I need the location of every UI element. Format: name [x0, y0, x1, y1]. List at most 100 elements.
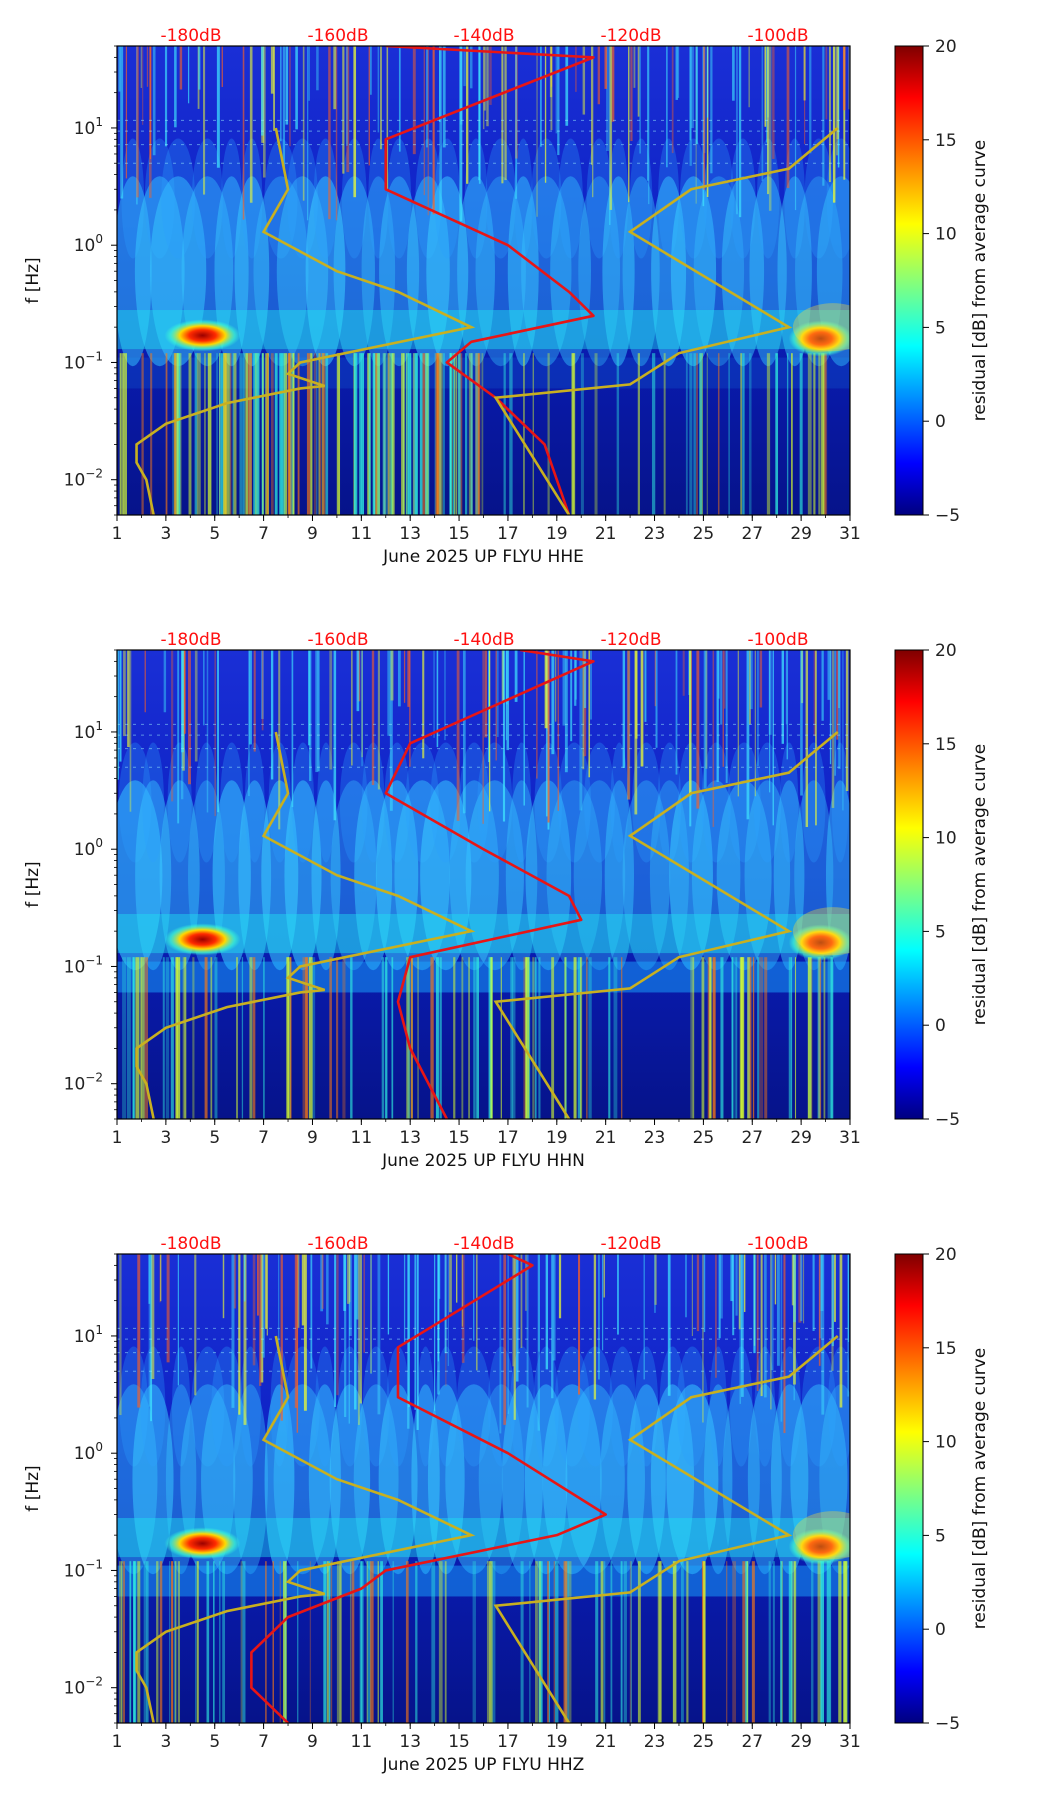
lf-streak	[405, 1561, 409, 1723]
lf-streak	[265, 1561, 267, 1723]
hf-streak	[387, 650, 391, 736]
lf-streak	[594, 353, 598, 515]
lf-streak	[742, 1561, 746, 1723]
lf-streak	[281, 353, 286, 515]
lf-streak	[188, 353, 192, 515]
average-psd-curve	[384, 46, 595, 515]
hf-streak	[748, 650, 751, 725]
lf-streak	[204, 353, 206, 515]
hf-streak	[689, 46, 692, 141]
hf-streak	[583, 650, 587, 708]
lf-streak	[174, 1561, 177, 1723]
hf-streak	[233, 1254, 236, 1309]
lf-streak	[786, 353, 789, 515]
lf-streak	[752, 957, 755, 1119]
lf-streak	[290, 353, 294, 515]
lf-streak	[775, 353, 779, 515]
lf-streak	[360, 1561, 364, 1723]
lf-streak	[143, 1561, 147, 1723]
hf-streak	[422, 650, 425, 759]
hf-streak	[166, 1254, 170, 1363]
hf-streak	[243, 1254, 246, 1302]
hf-streak	[536, 650, 538, 779]
hf-streak	[815, 650, 817, 826]
hf-streak	[359, 1254, 362, 1404]
hf-streak	[317, 650, 320, 772]
lf-streak	[192, 957, 195, 1119]
hf-streak	[369, 46, 372, 95]
hf-streak	[749, 650, 753, 710]
lf-streak	[376, 353, 380, 515]
hf-streak	[590, 650, 592, 720]
hf-streak	[423, 46, 425, 196]
daily-noise-band	[368, 138, 389, 259]
hf-streak	[129, 650, 132, 812]
hf-streak	[647, 46, 649, 181]
hf-streak	[809, 46, 812, 154]
hf-streak	[780, 1254, 783, 1422]
hf-streak	[144, 650, 146, 713]
lf-streak	[818, 353, 820, 515]
lf-streak	[794, 957, 797, 1119]
daily-noise-band	[165, 1384, 197, 1575]
lf-streak	[740, 957, 745, 1119]
lf-streak	[173, 353, 178, 515]
hf-streak	[536, 46, 538, 217]
hf-streak	[270, 650, 274, 780]
hf-streak	[702, 1254, 704, 1423]
hf-streak	[320, 1254, 324, 1312]
hf-streak	[280, 1254, 283, 1421]
hf-streak	[696, 650, 700, 809]
hf-streak	[557, 46, 560, 156]
hf-streak	[554, 650, 557, 722]
hf-streak	[321, 1254, 324, 1309]
heatmap-area	[117, 46, 850, 515]
hf-streak	[847, 1254, 850, 1343]
lf-streak	[438, 1561, 443, 1723]
y-tick-label: 100	[74, 232, 103, 256]
hf-streak	[565, 46, 569, 126]
hf-streak	[377, 1254, 381, 1415]
hf-streak	[277, 1254, 280, 1348]
lf-streak	[210, 957, 213, 1119]
hf-streak	[329, 650, 333, 770]
x-tick-label: 21	[595, 1128, 617, 1148]
daily-noise-band	[233, 1384, 268, 1575]
hf-streak	[689, 650, 692, 796]
hf-streak	[695, 46, 698, 145]
lf-streak	[243, 353, 245, 515]
hf-streak	[278, 650, 281, 830]
noise-model-low-curve	[135, 1335, 476, 1723]
lf-streak	[731, 957, 735, 1119]
db-scale-label: -120dB	[600, 1234, 661, 1254]
y-tick-label: 10−1	[64, 349, 103, 373]
hf-streak	[781, 650, 784, 744]
lf-streak	[367, 1561, 371, 1723]
hf-streak	[507, 1254, 509, 1414]
x-tick-label: 13	[399, 1732, 421, 1752]
lf-streak	[236, 957, 239, 1119]
x-tick-label: 5	[209, 1732, 220, 1752]
daily-noise-band	[313, 138, 338, 259]
x-tick-label: 5	[209, 524, 220, 544]
lf-streak	[176, 353, 181, 515]
lf-streak	[368, 353, 370, 515]
lf-streak	[126, 957, 131, 1119]
hf-streak	[770, 1254, 772, 1410]
lf-streak	[547, 1561, 549, 1723]
hf-streak	[442, 46, 446, 148]
daily-noise-band	[753, 742, 782, 863]
hf-streak	[346, 46, 348, 146]
lf-streak	[520, 1561, 524, 1723]
daily-noise-band	[465, 780, 524, 971]
hf-streak	[439, 46, 442, 214]
hf-streak	[310, 1254, 313, 1369]
y-tick-label: 10−1	[64, 1557, 103, 1581]
lf-streak	[726, 1561, 728, 1723]
daily-noise-band	[622, 780, 671, 971]
lf-streak	[309, 1561, 312, 1723]
daily-noise-band	[386, 1346, 410, 1467]
lf-streak	[768, 1561, 771, 1723]
lf-streak	[366, 1561, 368, 1723]
lf-streak	[838, 1561, 842, 1723]
